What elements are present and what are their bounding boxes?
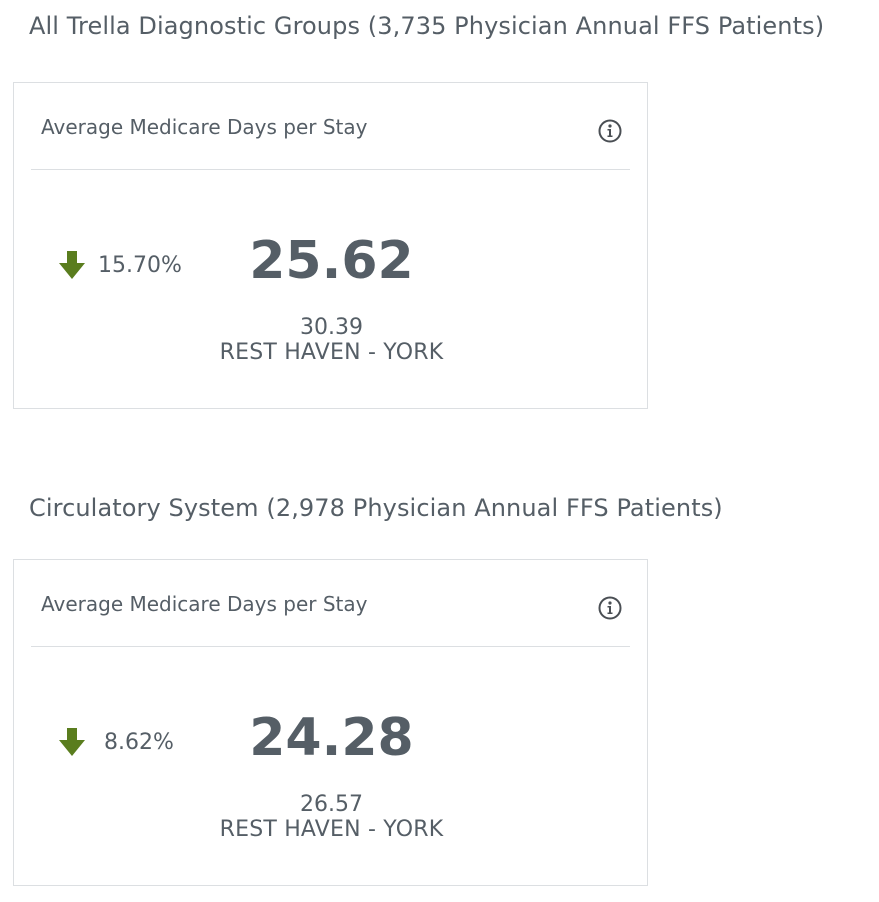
metric-card: Average Medicare Days per Stay 8.62% 24.… (13, 559, 648, 886)
info-circle-icon[interactable] (598, 119, 622, 143)
card-header: Average Medicare Days per Stay (31, 83, 630, 170)
section-title: Circulatory System (2,978 Physician Annu… (29, 494, 723, 522)
arrow-down-icon (59, 728, 85, 756)
metric-value: 25.62 (249, 231, 414, 291)
info-circle-icon[interactable] (598, 596, 622, 620)
metric-value: 24.28 (249, 708, 414, 768)
change-percent: 8.62% (104, 729, 174, 755)
arrow-down-icon (59, 251, 85, 279)
benchmark-value: 26.57 (300, 792, 363, 817)
card-title: Average Medicare Days per Stay (41, 592, 368, 616)
change-indicator: 8.62% (58, 725, 174, 759)
card-header: Average Medicare Days per Stay (31, 560, 630, 647)
benchmark-name: REST HAVEN - YORK (219, 817, 444, 842)
benchmark-name: REST HAVEN - YORK (219, 340, 444, 365)
benchmark-value: 30.39 (300, 315, 363, 340)
change-percent: 15.70% (98, 252, 182, 278)
card-title: Average Medicare Days per Stay (41, 115, 368, 139)
metric-card: Average Medicare Days per Stay 15.70% 25… (13, 82, 648, 409)
section-title: All Trella Diagnostic Groups (3,735 Phys… (29, 12, 825, 40)
change-indicator: 15.70% (58, 248, 182, 282)
